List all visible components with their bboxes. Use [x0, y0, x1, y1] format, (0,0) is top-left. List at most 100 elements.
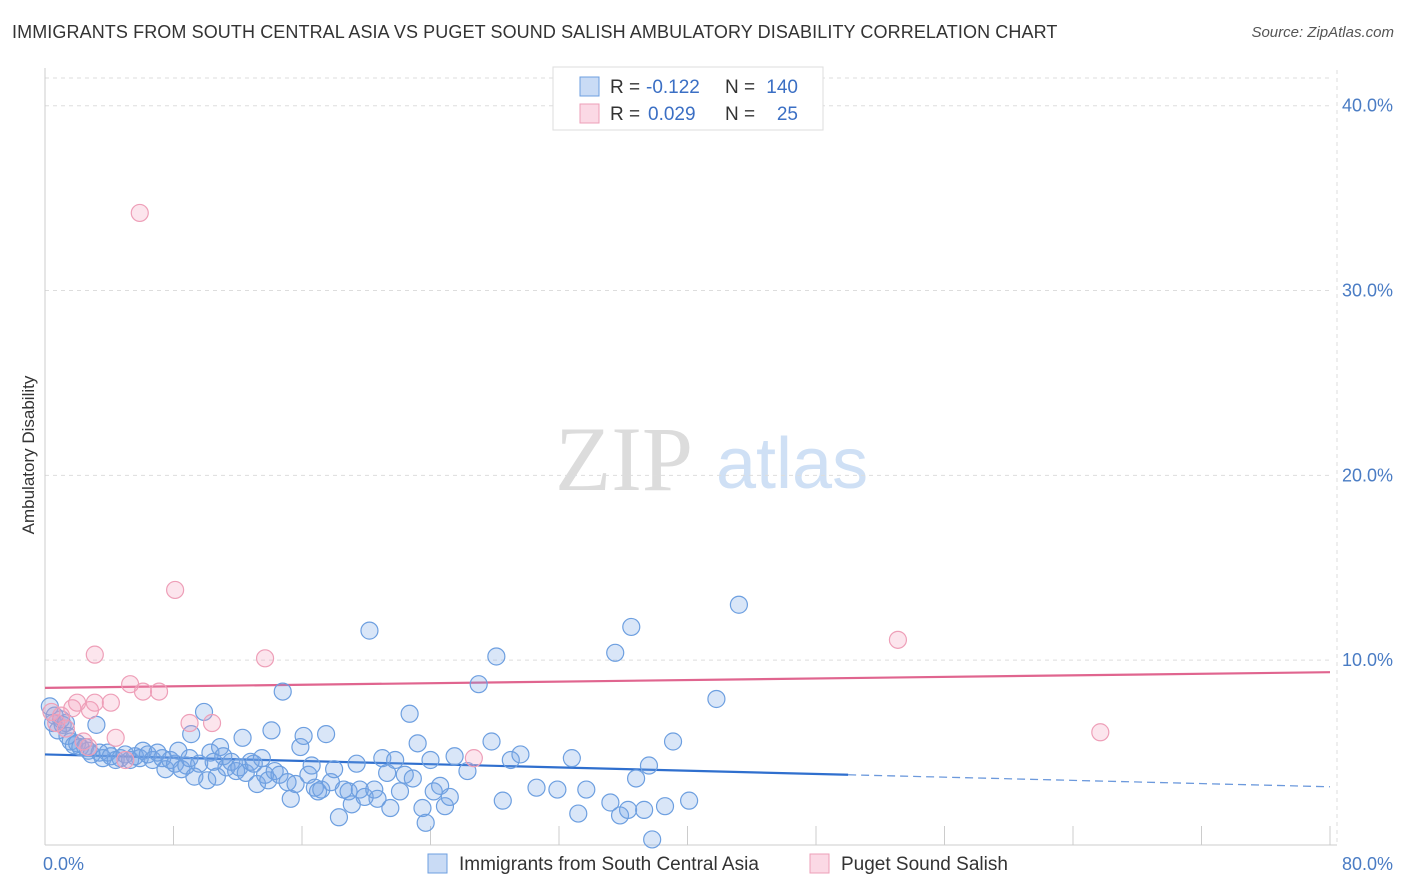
- point-pink-24: [1091, 723, 1110, 742]
- point-blue-107: [487, 647, 506, 666]
- point-blue-102: [440, 787, 459, 807]
- legend-r-label-blue: R =: [610, 77, 640, 98]
- point-blue-37: [180, 749, 199, 768]
- y-tick-label-0: 10.0%: [1342, 650, 1393, 670]
- point-blue-114: [569, 804, 588, 823]
- watermark-atlas: atlas: [716, 424, 868, 504]
- point-blue-124: [643, 830, 662, 849]
- point-pink-9: [85, 693, 104, 712]
- point-blue-74: [316, 725, 336, 744]
- point-blue-59: [259, 771, 278, 790]
- point-pink-7: [79, 737, 98, 757]
- data-points: [40, 203, 1110, 849]
- y-axis-title: Ambulatory Disability: [19, 375, 38, 534]
- point-blue-117: [606, 643, 625, 662]
- point-blue-84: [360, 621, 379, 640]
- point-blue-108: [493, 791, 512, 810]
- point-blue-86: [368, 789, 387, 808]
- point-blue-96: [413, 798, 432, 818]
- legend-swatch-blue: [579, 76, 600, 97]
- point-blue-73: [312, 780, 331, 799]
- point-blue-57: [252, 749, 271, 768]
- point-blue-72: [308, 782, 328, 801]
- point-pink-15: [130, 203, 149, 223]
- legend-r-value-blue: -0.122: [646, 77, 700, 98]
- point-blue-127: [680, 791, 699, 810]
- point-pink-23: [888, 630, 908, 649]
- point-blue-129: [729, 595, 749, 614]
- point-pink-13: [116, 750, 135, 770]
- y-tick-label-2: 30.0%: [1342, 281, 1393, 301]
- point-blue-110: [511, 745, 530, 764]
- point-blue-76: [325, 760, 344, 779]
- stats-legend: R = -0.122 N = 140 R = 0.029 N = 25: [552, 66, 824, 131]
- point-blue-122: [635, 800, 654, 819]
- point-blue-52: [233, 728, 252, 747]
- point-blue-97: [416, 813, 435, 832]
- series-legend-label-pink: Puget Sound Salish: [841, 854, 1008, 875]
- x-tick-label-1: 80.0%: [1342, 854, 1393, 874]
- point-blue-116: [601, 793, 620, 812]
- point-blue-101: [435, 797, 455, 816]
- legend-n-label-pink: N =: [725, 104, 755, 125]
- watermark-zip: ZIP: [555, 408, 693, 510]
- point-blue-54: [241, 752, 260, 771]
- point-blue-105: [469, 675, 488, 694]
- point-blue-31: [156, 760, 175, 779]
- point-pink-22: [464, 749, 483, 768]
- point-blue-40: [190, 754, 209, 773]
- legend-n-value-blue: 140: [766, 77, 798, 98]
- point-blue-90: [386, 750, 405, 770]
- point-blue-88: [378, 763, 397, 783]
- legend-n-label-blue: N =: [725, 77, 755, 98]
- point-pink-3: [56, 719, 75, 738]
- point-blue-7: [58, 726, 77, 746]
- point-blue-115: [577, 780, 596, 799]
- series-legend-swatch-blue: [427, 853, 448, 874]
- point-blue-113: [562, 749, 581, 768]
- legend-swatch-pink: [579, 103, 600, 124]
- point-blue-109: [501, 750, 520, 770]
- point-pink-19: [180, 713, 199, 733]
- point-blue-89: [381, 798, 400, 818]
- x-tick-label-0: 0.0%: [43, 854, 84, 874]
- point-blue-106: [482, 732, 501, 751]
- legend-n-value-pink: 25: [777, 104, 798, 125]
- point-blue-126: [663, 732, 683, 751]
- point-blue-45: [207, 767, 226, 786]
- point-blue-103: [445, 747, 464, 766]
- trend-line-pink: [44, 671, 1331, 690]
- point-blue-48: [217, 758, 236, 777]
- point-blue-128: [707, 689, 726, 709]
- legend-r-label-pink: R =: [610, 104, 640, 125]
- point-pink-16: [133, 682, 153, 701]
- point-blue-42: [198, 771, 217, 790]
- point-blue-112: [548, 780, 567, 799]
- point-blue-119: [618, 800, 638, 819]
- point-blue-67: [291, 737, 310, 757]
- series-legend-label-blue: Immigrants from South Central Asia: [459, 854, 759, 875]
- point-blue-125: [655, 797, 675, 816]
- point-blue-121: [626, 769, 646, 788]
- point-pink-17: [149, 682, 169, 701]
- point-blue-81: [347, 754, 366, 773]
- chart-source: Source: ZipAtlas.com: [1251, 24, 1394, 41]
- point-blue-111: [527, 778, 546, 797]
- point-pink-21: [255, 649, 275, 668]
- point-pink-12: [106, 728, 125, 747]
- point-pink-10: [85, 645, 104, 664]
- trend-line-blue-extension: [848, 774, 1331, 788]
- point-blue-70: [302, 756, 321, 775]
- series-legend-swatch-pink: [809, 853, 830, 874]
- y-tick-label-3: 40.0%: [1342, 96, 1393, 116]
- point-blue-77: [329, 808, 349, 827]
- point-blue-91: [390, 782, 410, 801]
- point-blue-66: [286, 774, 305, 794]
- point-blue-98: [421, 750, 440, 770]
- legend-r-value-pink: 0.029: [648, 104, 696, 125]
- point-blue-93: [400, 704, 419, 723]
- point-pink-11: [101, 693, 120, 712]
- point-pink-0: [42, 702, 61, 722]
- point-blue-63: [273, 682, 292, 701]
